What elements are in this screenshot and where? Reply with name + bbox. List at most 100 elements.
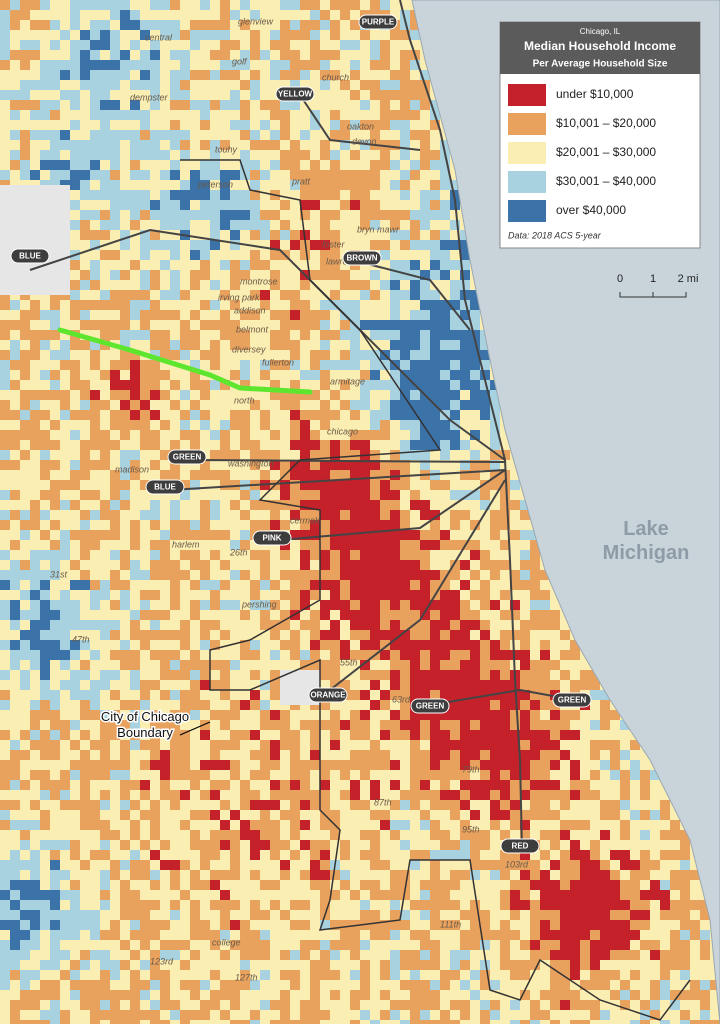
tract	[120, 480, 130, 490]
tract	[360, 600, 370, 610]
tract	[240, 780, 250, 790]
tract	[160, 850, 170, 860]
tract	[350, 710, 360, 720]
tract	[130, 250, 140, 260]
tract	[120, 740, 130, 750]
tract	[240, 880, 250, 890]
tract	[210, 500, 220, 510]
tract	[410, 550, 420, 560]
tract	[510, 560, 520, 570]
tract	[140, 540, 150, 550]
tract	[440, 850, 450, 860]
tract	[140, 270, 150, 280]
tract	[100, 150, 110, 160]
tract	[250, 460, 260, 470]
tract	[110, 630, 120, 640]
tract	[50, 780, 60, 790]
tract	[270, 60, 280, 70]
tract	[70, 280, 80, 290]
tract	[100, 580, 110, 590]
tract	[130, 380, 140, 390]
tract	[240, 10, 250, 20]
tract	[460, 640, 470, 650]
tract	[210, 10, 220, 20]
tract	[160, 690, 170, 700]
tract	[70, 660, 80, 670]
tract	[110, 180, 120, 190]
tract	[420, 730, 430, 740]
tract	[390, 820, 400, 830]
tract	[20, 620, 30, 630]
tract	[380, 530, 390, 540]
tract	[390, 150, 400, 160]
tract	[50, 710, 60, 720]
tract	[290, 110, 300, 120]
tract	[170, 150, 180, 160]
tract	[410, 390, 420, 400]
tract	[140, 360, 150, 370]
tract	[200, 620, 210, 630]
tract	[430, 730, 440, 740]
tract	[290, 290, 300, 300]
tract	[500, 900, 510, 910]
tract	[230, 350, 240, 360]
tract	[490, 590, 500, 600]
tract	[0, 890, 10, 900]
tract	[440, 450, 450, 460]
tract	[90, 150, 100, 160]
tract	[550, 780, 560, 790]
tract	[140, 890, 150, 900]
tract	[250, 440, 260, 450]
tract	[50, 560, 60, 570]
tract	[360, 550, 370, 560]
tract	[370, 270, 380, 280]
tract	[0, 550, 10, 560]
tract	[510, 490, 520, 500]
tract	[150, 900, 160, 910]
tract	[260, 740, 270, 750]
tract	[200, 650, 210, 660]
tract	[360, 320, 370, 330]
tract	[190, 10, 200, 20]
tract	[150, 740, 160, 750]
tract	[290, 150, 300, 160]
tract	[490, 500, 500, 510]
tract	[250, 280, 260, 290]
tract	[140, 640, 150, 650]
tract	[230, 480, 240, 490]
tract	[160, 790, 170, 800]
tract	[320, 360, 330, 370]
tract	[390, 80, 400, 90]
tract	[260, 780, 270, 790]
tract	[80, 770, 90, 780]
tract	[290, 470, 300, 480]
tract	[0, 50, 10, 60]
tract	[0, 580, 10, 590]
tract	[210, 620, 220, 630]
tract	[330, 340, 340, 350]
tract	[560, 680, 570, 690]
tract	[380, 240, 390, 250]
tract	[40, 410, 50, 420]
tract	[30, 0, 40, 10]
tract	[0, 760, 10, 770]
tract	[560, 780, 570, 790]
tract	[210, 290, 220, 300]
tract	[370, 780, 380, 790]
tract	[290, 840, 300, 850]
tract	[450, 910, 460, 920]
tract	[270, 560, 280, 570]
tract	[240, 330, 250, 340]
tract	[510, 900, 520, 910]
tract	[430, 160, 440, 170]
tract	[70, 780, 80, 790]
tract	[220, 290, 230, 300]
tract	[30, 640, 40, 650]
tract	[70, 240, 80, 250]
tract	[230, 500, 240, 510]
tract	[480, 730, 490, 740]
tract	[180, 340, 190, 350]
tract	[270, 230, 280, 240]
tract	[0, 160, 10, 170]
tract	[190, 300, 200, 310]
